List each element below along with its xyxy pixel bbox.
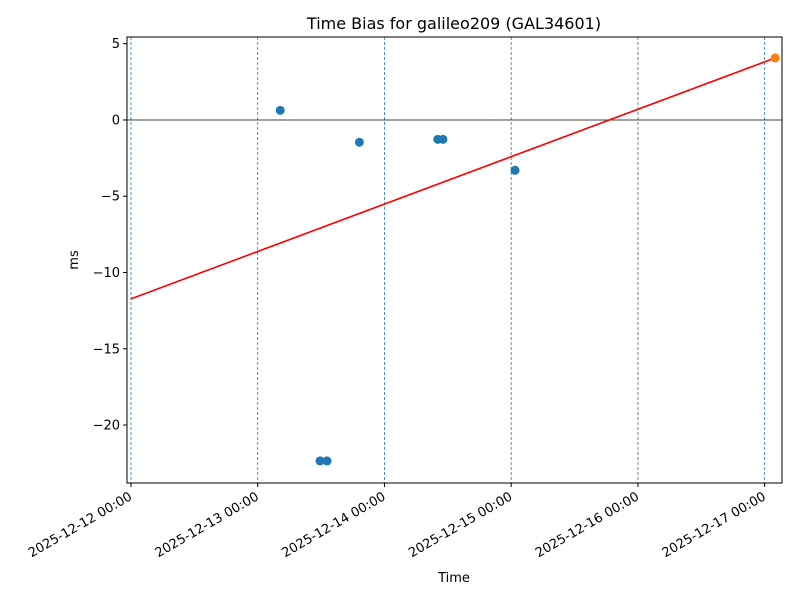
plot-frame xyxy=(126,36,783,484)
y-tick-label: 0 xyxy=(112,113,120,128)
x-tick-label: 2025-12-16 00:00 xyxy=(533,489,642,561)
data-point xyxy=(275,105,285,115)
x-tick-label: 2025-12-13 00:00 xyxy=(153,489,262,561)
data-point xyxy=(322,456,332,466)
data-point xyxy=(770,53,780,63)
y-tick-label: −10 xyxy=(93,266,120,281)
y-tick-label: 5 xyxy=(112,37,120,52)
x-tick-label: 2025-12-12 00:00 xyxy=(26,489,135,561)
x-tick-label: 2025-12-17 00:00 xyxy=(660,489,769,561)
trend-line xyxy=(130,57,776,300)
x-tick-label: 2025-12-14 00:00 xyxy=(279,489,388,561)
chart-title: Time Bias for galileo209 (GAL34601) xyxy=(306,14,601,33)
data-point xyxy=(510,165,520,175)
x-axis-label: Time xyxy=(437,571,470,586)
y-axis-label: ms xyxy=(67,250,82,270)
x-tick-label: 2025-12-15 00:00 xyxy=(406,489,515,561)
data-point xyxy=(315,456,325,466)
y-tick-label: −5 xyxy=(101,190,120,205)
y-tick-label: −15 xyxy=(93,342,120,357)
y-tick-label: −20 xyxy=(93,419,120,434)
data-point xyxy=(438,134,448,144)
data-point xyxy=(354,137,364,147)
